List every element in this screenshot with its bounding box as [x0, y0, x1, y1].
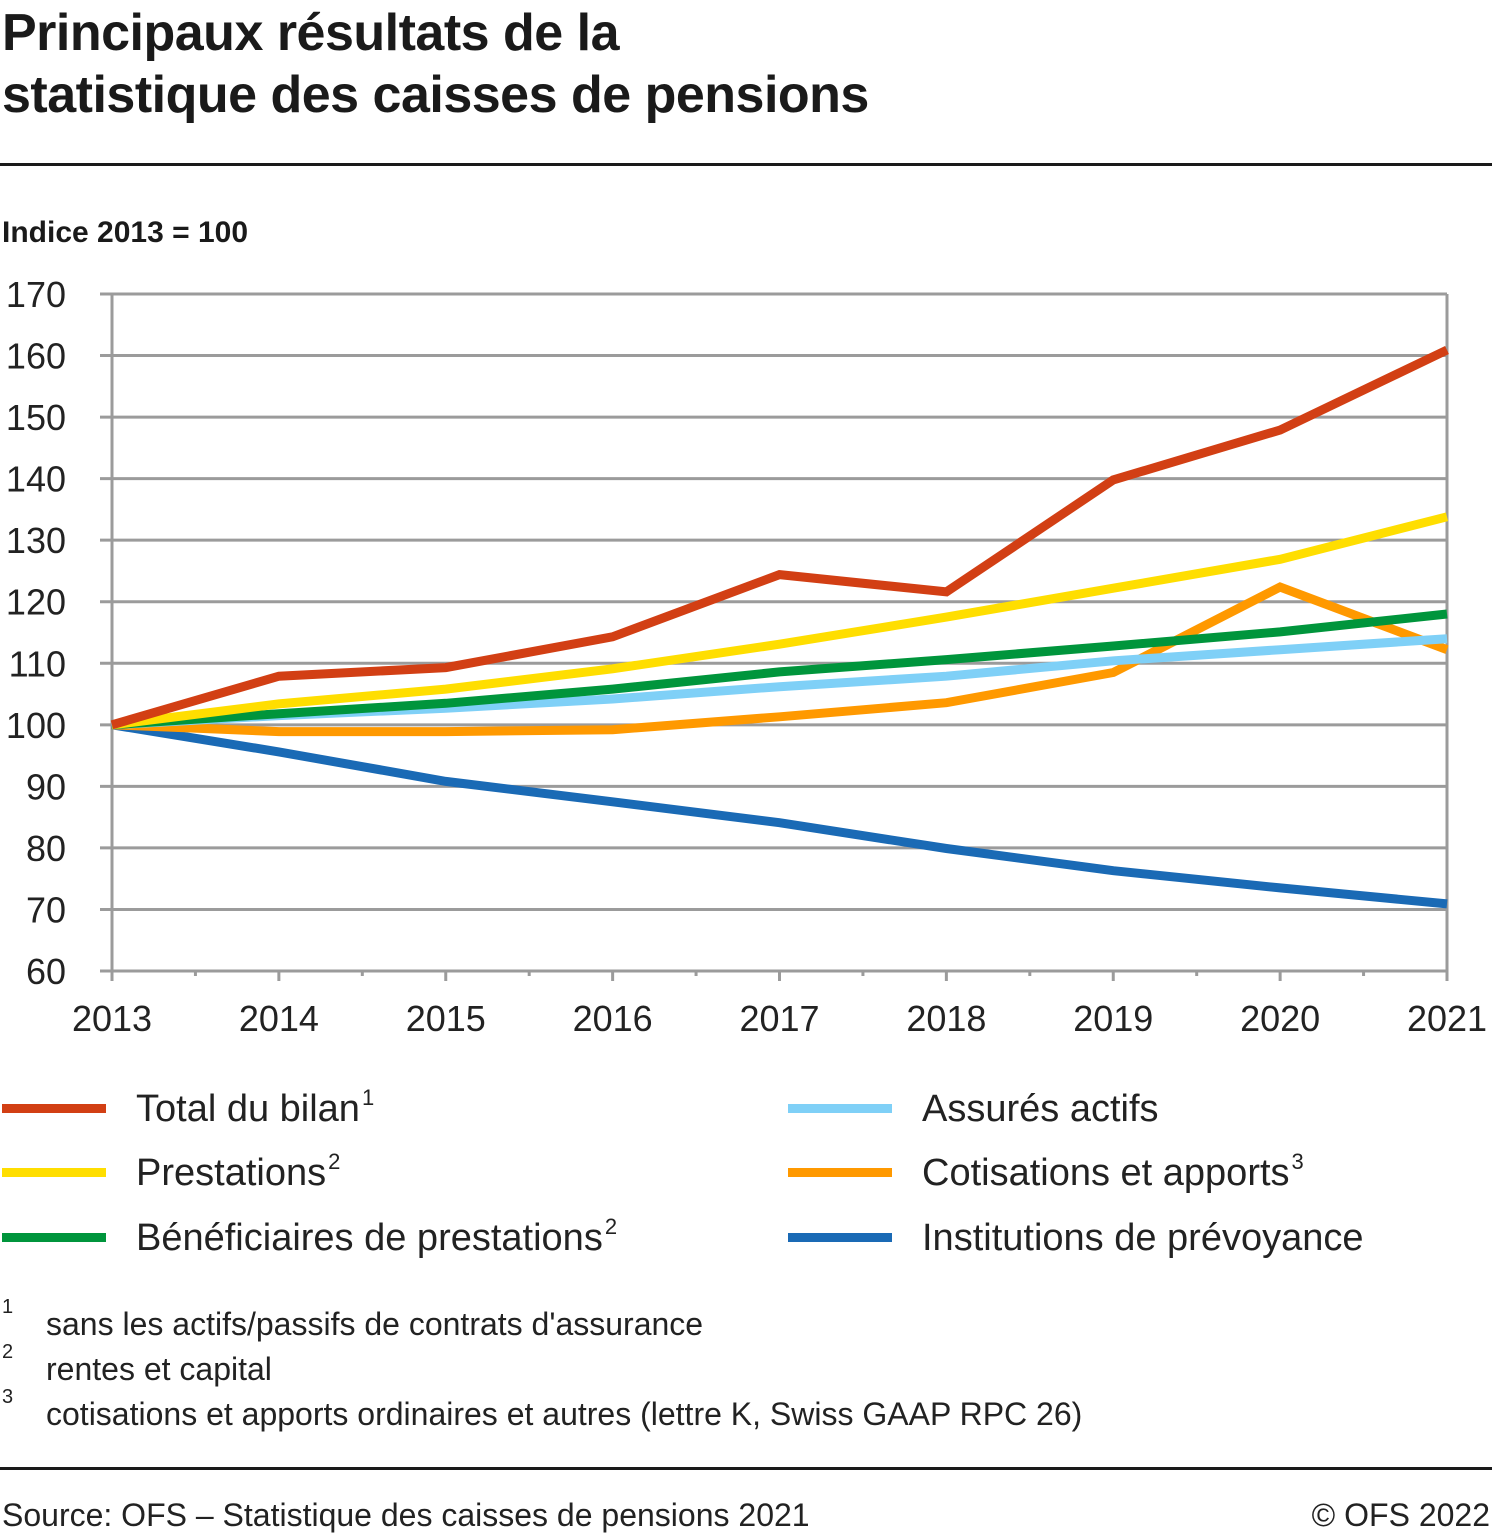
- y-tick-label: 100: [6, 705, 66, 746]
- y-axis-ticks: 60 70 80 90 100 110 120 130 140 150 160 170: [6, 274, 66, 992]
- series-line-beneficiaires-de-prestations: [111, 609, 1448, 730]
- legend-item-institutions: Institutions de prévoyance: [788, 1207, 1366, 1267]
- footnote-number: 3: [2, 1386, 14, 1408]
- y-tick-label: 160: [6, 336, 66, 377]
- y-tick-label: 70: [26, 889, 66, 930]
- footnote-number: 2: [2, 1341, 14, 1363]
- copyright-note: © OFS 2022: [1311, 1497, 1490, 1533]
- legend-swatch: [2, 1103, 106, 1113]
- legend-swatch: [2, 1167, 106, 1177]
- legend-label: Prestations: [136, 1152, 327, 1194]
- x-tick-label: 2016: [573, 998, 653, 1039]
- legend-item-cotisations: Cotisations et apports3: [788, 1142, 1304, 1202]
- legend-swatch: [788, 1232, 892, 1242]
- x-tick-label: 2015: [406, 998, 486, 1039]
- chart-title-line-1: Principaux résultats de la: [2, 4, 620, 62]
- y-axis-unit-label: Indice 2013 = 100: [2, 216, 249, 249]
- footnote-number: 1: [2, 1296, 14, 1318]
- legend-label: Assurés actifs: [922, 1088, 1159, 1130]
- chart-title: Principaux résultats de la statistique d…: [2, 2, 869, 126]
- legend-label: Institutions de prévoyance: [922, 1217, 1364, 1259]
- series-line-total-du-bilan: [110, 345, 1449, 730]
- y-tick-label: 130: [6, 520, 66, 561]
- legend-item-beneficiaires: Bénéficiaires de prestations2: [2, 1207, 617, 1267]
- x-tick-label: 2014: [239, 998, 319, 1039]
- x-axis-ticks: 2013 2014 2015 2016 2017 2018 2019 2020 2021: [72, 971, 1487, 1039]
- x-tick-label: 2021: [1407, 998, 1487, 1039]
- legend-item-total-du-bilan: Total du bilan1: [2, 1078, 374, 1138]
- legend-item-prestations: Prestations2: [2, 1142, 340, 1202]
- footnote-marker: 2: [328, 1149, 341, 1174]
- legend-swatch: [2, 1232, 106, 1242]
- footnote-marker: 1: [361, 1085, 375, 1110]
- x-tick-label: 2013: [72, 998, 152, 1039]
- y-tick-label: 170: [6, 274, 66, 315]
- footnote-text: rentes et capital: [46, 1351, 272, 1387]
- legend-item-assures-actifs: Assurés actifs: [788, 1078, 1161, 1138]
- y-tick-label: 120: [6, 582, 66, 623]
- footnote-marker: 2: [604, 1214, 618, 1239]
- series-line-cotisations-et-apports: [111, 582, 1449, 737]
- y-tick-label: 80: [26, 828, 66, 869]
- series-lines: [110, 345, 1449, 909]
- legend-label: Total du bilan: [136, 1088, 360, 1130]
- legend-swatch: [788, 1103, 892, 1113]
- x-tick-label: 2018: [906, 998, 986, 1039]
- y-tick-label: 90: [26, 766, 66, 807]
- footnote-marker: 3: [1291, 1149, 1304, 1174]
- legend-label: Bénéficiaires de prestations: [136, 1217, 603, 1259]
- footnote-text: cotisations et apports ordinaires et aut…: [46, 1396, 1083, 1432]
- y-tick-label: 150: [6, 397, 66, 438]
- axes: [110, 294, 1449, 973]
- gridlines: [100, 292, 1447, 973]
- x-tick-label: 2017: [739, 998, 819, 1039]
- series-line-institutions-de-prevoyance: [111, 720, 1448, 909]
- legend-swatch: [788, 1167, 892, 1177]
- series-line-prestations: [111, 512, 1449, 730]
- source-note: Source: OFS – Statistique des caisses de…: [2, 1497, 810, 1533]
- x-tick-label: 2019: [1073, 998, 1153, 1039]
- title-divider: [0, 163, 1492, 166]
- y-tick-label: 60: [26, 951, 66, 992]
- x-tick-label: 2020: [1240, 998, 1320, 1039]
- legend-label: Cotisations et apports: [922, 1152, 1290, 1194]
- footer-divider: [0, 1467, 1492, 1470]
- footnote-text: sans les actifs/passifs de contrats d'as…: [46, 1306, 704, 1342]
- chart-title-line-2: statistique des caisses de pensions: [2, 66, 869, 124]
- y-tick-label: 140: [6, 459, 66, 500]
- y-tick-label: 110: [9, 643, 66, 684]
